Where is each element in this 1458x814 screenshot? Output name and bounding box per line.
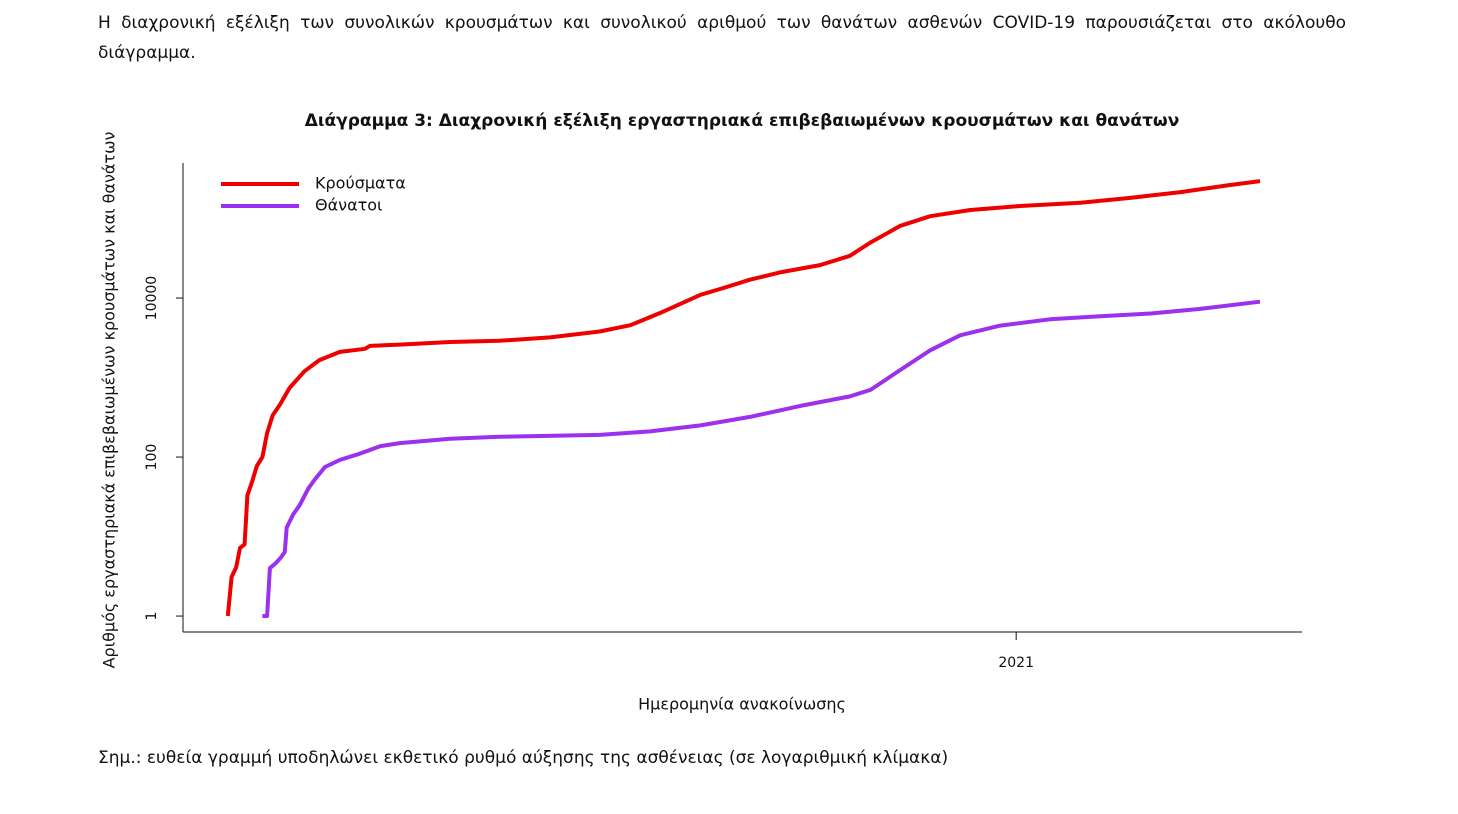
y-tick-label: 100 — [144, 444, 160, 471]
y-tick-label: 1 — [144, 612, 160, 621]
x-axis-label: Ημερομηνία ανακοίνωσης — [638, 695, 846, 714]
legend-label: Θάνατοι — [315, 196, 382, 215]
intro-text: Η διαχρονική εξέλιξη των συνολικών κρουσ… — [98, 13, 1346, 63]
y-tick-label: 10000 — [144, 276, 160, 321]
chart: Διάγραμμα 3: Διαχρονική εξέλιξη εργαστηρ… — [100, 111, 1302, 714]
series-line — [262, 299, 1261, 618]
chart-title: Διάγραμμα 3: Διαχρονική εξέλιξη εργαστηρ… — [305, 111, 1180, 131]
x-tick-label: 2021 — [998, 655, 1034, 671]
legend-label: Κρούσματα — [315, 174, 406, 193]
y-axis-label: Αριθμός εργαστηριακά επιβεβαιωμένων κρου… — [100, 132, 119, 669]
footnote: Σημ.: ευθεία γραμμή υποδηλώνει εκθετικό … — [98, 748, 949, 768]
series-line — [225, 179, 1261, 617]
